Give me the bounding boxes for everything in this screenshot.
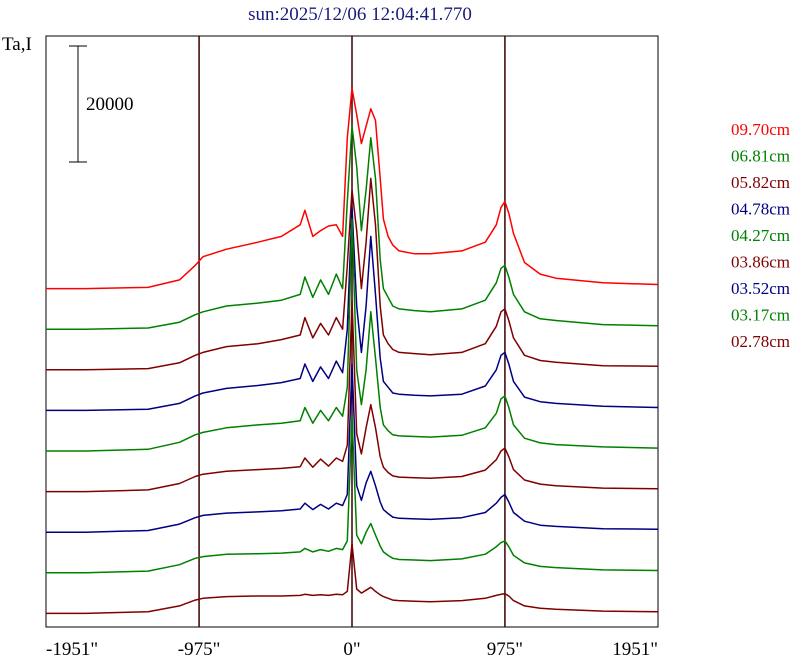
legend-item-6: 03.52cm [731, 279, 790, 298]
legend-item-0: 09.70cm [731, 120, 790, 139]
legend-item-8: 02.78cm [731, 332, 790, 351]
y-axis-label: Ta,I [2, 34, 32, 55]
series-line-5 [46, 299, 659, 493]
scale-bar-label: 20000 [86, 94, 134, 115]
series-line-0 [46, 87, 659, 290]
x-tick-label-3: 975" [487, 639, 523, 660]
legend-item-1: 06.81cm [731, 147, 790, 166]
legend-item-4: 04.27cm [731, 226, 790, 245]
x-tick-label-4: 1951" [612, 639, 658, 660]
series-line-3 [46, 206, 659, 412]
series-line-7 [46, 415, 659, 574]
chart-title: sun:2025/12/06 12:04:41.770 [248, 4, 472, 25]
series-line-1 [46, 125, 659, 330]
legend-item-2: 05.82cm [731, 173, 790, 192]
series-line-2 [46, 177, 659, 371]
series-line-6 [46, 363, 659, 533]
x-tick-label-2: 0" [343, 639, 360, 660]
series-line-4 [46, 218, 659, 452]
series-group [46, 87, 659, 615]
series-line-8 [46, 543, 659, 615]
reference-lines [198, 36, 506, 627]
x-tick-label-1: -975" [178, 639, 221, 660]
scale-bar: 20000 [69, 45, 134, 163]
x-axis-ticks: -1951" -975" 0" 975" 1951" [46, 639, 658, 660]
x-tick-label-0: -1951" [46, 639, 98, 660]
legend-item-3: 04.78cm [731, 200, 790, 219]
legend-item-7: 03.17cm [731, 306, 790, 325]
legend: 09.70cm 06.81cm 05.82cm 04.78cm 04.27cm 03.86… [731, 120, 790, 351]
legend-item-5: 03.86cm [731, 253, 790, 272]
